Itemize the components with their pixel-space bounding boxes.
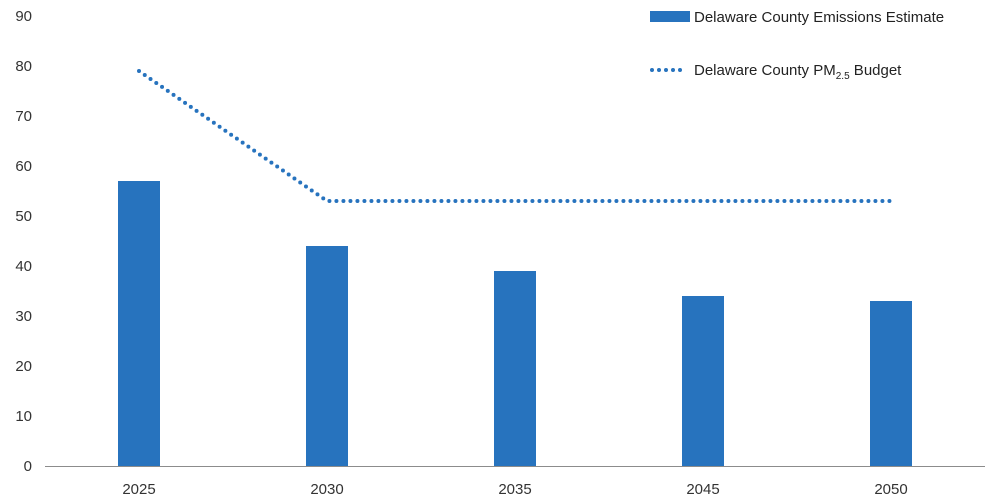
x-tick-label-2035: 2035 bbox=[498, 481, 531, 498]
legend-emissions-swatch bbox=[650, 11, 690, 22]
y-tick-label-60: 60 bbox=[15, 158, 32, 175]
legend: Delaware County Emissions Estimate Delaw… bbox=[650, 9, 944, 82]
budget-line-series bbox=[137, 69, 893, 203]
legend-budget-label: Delaware County PM2.5 Budget bbox=[694, 62, 902, 82]
bar-2050 bbox=[870, 301, 912, 466]
bar-2035 bbox=[494, 271, 536, 466]
x-tick-label-2025: 2025 bbox=[122, 481, 155, 498]
legend-emissions-label: Delaware County Emissions Estimate bbox=[694, 9, 944, 26]
y-tick-label-10: 10 bbox=[15, 408, 32, 425]
x-tick-label-2050: 2050 bbox=[874, 481, 907, 498]
y-tick-label-20: 20 bbox=[15, 358, 32, 375]
y-tick-label-40: 40 bbox=[15, 258, 32, 275]
bar-2045 bbox=[682, 296, 724, 466]
y-axis-ticks: 0 10 20 30 40 50 60 70 80 90 bbox=[15, 8, 32, 475]
x-tick-label-2030: 2030 bbox=[310, 481, 343, 498]
budget-line bbox=[137, 69, 893, 203]
x-axis-ticks: 2025 2030 2035 2045 2050 bbox=[122, 481, 907, 498]
legend-budget-label-subscript: 2.5 bbox=[836, 71, 850, 82]
y-tick-label-30: 30 bbox=[15, 308, 32, 325]
legend-budget-label-main: Delaware County PM bbox=[694, 62, 836, 79]
y-tick-label-80: 80 bbox=[15, 58, 32, 75]
bar-2030 bbox=[306, 246, 348, 466]
bar-series bbox=[118, 181, 912, 466]
y-tick-label-0: 0 bbox=[24, 458, 32, 475]
legend-budget-label-suffix: Budget bbox=[850, 62, 903, 79]
bar-2025 bbox=[118, 181, 160, 466]
y-tick-label-70: 70 bbox=[15, 108, 32, 125]
x-tick-label-2045: 2045 bbox=[686, 481, 719, 498]
y-tick-label-50: 50 bbox=[15, 208, 32, 225]
y-tick-label-90: 90 bbox=[15, 8, 32, 25]
